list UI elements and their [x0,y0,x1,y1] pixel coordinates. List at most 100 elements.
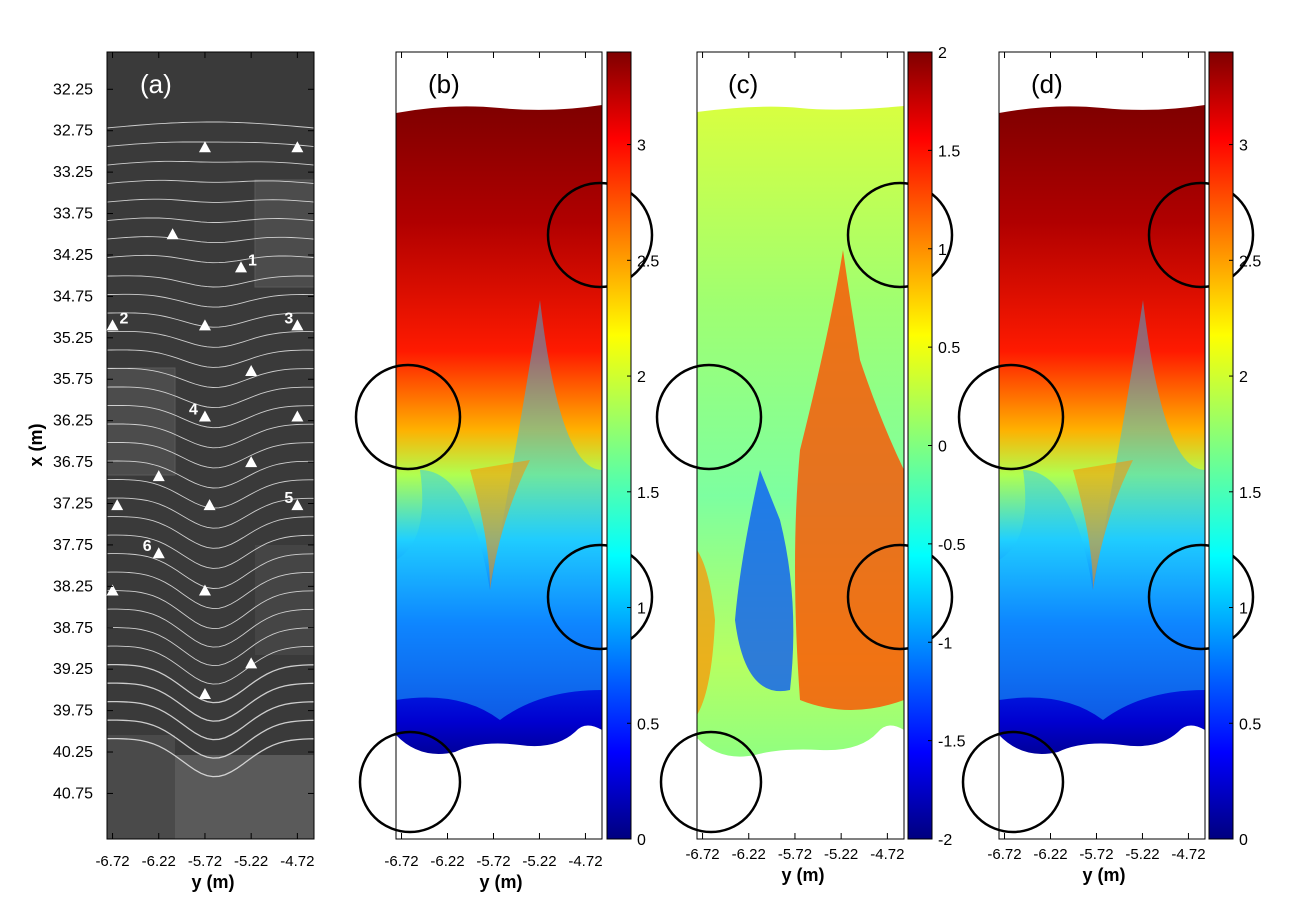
reef-circle [659,730,763,834]
gauge-triangle [203,499,216,511]
x-tick-label: -5.22 [234,853,268,870]
edge-region [697,550,715,715]
x-tick-label: -6.72 [95,853,129,870]
y-tick-label: 38.25 [53,578,93,595]
x-tick-label: -5.22 [824,846,858,863]
wave-crest-line [107,179,314,184]
colorbar-tick-label: 1 [1239,601,1248,618]
colorbar-tick-label: 2.5 [637,253,659,270]
gauge-triangle [245,364,258,376]
gauge-triangle [198,319,211,331]
wave-crest-line [107,121,314,129]
wave-crest-line [107,719,314,759]
y-tick-label: 40.75 [53,785,93,802]
wave-crest-line [107,217,314,223]
colorbar-tick-label: 0.5 [637,716,659,733]
reef-circle [358,730,462,834]
colorbar-ticks: -2 -1.5 -1 -0.5 0 0.5 1 1.5 2 [928,45,966,849]
wave-crest-line [107,254,314,264]
wave-crest-line [107,442,314,469]
gauge-markers: 1 2 3 4 5 6 [106,141,304,700]
colorbar-tick-label: 3 [1239,138,1248,155]
wave-crest-line [107,386,314,409]
wave-crest-line [107,737,314,778]
wave-crest-line [107,236,314,244]
panel-a: 1 2 3 4 5 6 32.25 32.75 33.25 33.75 34.25 34.75 35.… [26,51,315,892]
colorbar-tick-label: 1 [938,242,947,259]
gauge-label: 4 [189,402,198,419]
wave-crest-line [107,460,314,489]
x-axis-ticks: -6.72 -6.22 -5.72 -5.22 -4.72 [95,52,314,870]
y-tick-label: 37.25 [53,495,93,512]
panel-d: -6.72 -6.22 -5.72 -5.22 -4.72 y (m) (d) 0 0.5… [957,51,1261,885]
reef-circle [546,543,654,651]
y-tick-label: 32.75 [53,123,93,140]
gauge-triangle [198,584,211,596]
y-tick-label: 33.75 [53,206,93,223]
x-tick-label: -4.72 [280,853,314,870]
wave-crest-line [107,312,314,328]
x-tick-label: -5.22 [522,853,556,870]
colorbar-tick-label: 1 [637,601,646,618]
wave-crest-line [107,293,314,308]
wave-crest-line [107,553,314,589]
gauge-triangle [111,499,124,511]
gauge-triangle [152,470,165,482]
gauge-triangle [198,688,211,700]
colorbar-tick-label: -0.5 [938,537,966,554]
x-axis-label: y (m) [191,872,234,892]
panel-label: (d) [1031,69,1063,99]
gauge-triangle [152,547,165,559]
y-tick-label: 34.75 [53,288,93,305]
gauge-label: 5 [284,490,293,507]
negative-region [735,470,794,692]
colorbar-ticks: 0 0.5 1 1.5 2 2.5 3 [627,138,659,849]
colorbar-tick-label: 1.5 [938,143,960,160]
x-tick-label: -6.22 [430,853,464,870]
wave-crest-line [107,275,314,288]
wave-crest-line [107,663,314,704]
panel-label: (c) [728,69,758,99]
shore-region [175,755,314,839]
colorbar-tick-label: 2 [938,45,947,62]
gauge-triangle [291,499,304,511]
x-axis-label: y (m) [479,872,522,892]
x-tick-label: -6.22 [1033,846,1067,863]
reef-patch-bottom [107,735,175,839]
colorbar-tick-label: 0 [938,439,947,456]
y-tick-label: 32.25 [53,81,93,98]
wave-crest-contours [107,121,314,778]
gauge-triangle [245,657,258,669]
gauge-triangle [234,261,247,273]
x-tick-label: -5.72 [778,846,812,863]
gauge-triangle [291,319,304,331]
wave-height-field [999,105,1205,754]
reef-circle [957,363,1065,471]
colorbar-tick-label: 2 [1239,369,1248,386]
wave-crest-line [107,405,314,429]
gauge-triangle [198,410,211,422]
panel-d-frame [998,51,1206,840]
colorbar-tick-label: -1.5 [938,734,966,751]
colorbar-tick-label: 0 [1239,832,1248,849]
positive-region [795,250,904,710]
y-tick-label: 35.75 [53,371,93,388]
panel-c: -6.72 -6.22 -5.72 -5.22 -4.72 y (m) (c) -2 -1… [655,45,966,885]
wave-crest-line [107,367,314,388]
x-tick-label: -6.72 [987,846,1021,863]
panel-a-frame [106,51,315,840]
x-axis-label: y (m) [1082,865,1125,885]
x-tick-label: -6.22 [142,853,176,870]
panel-label: (a) [140,69,172,99]
gauge-triangle [245,456,258,468]
x-tick-label: -4.72 [568,853,602,870]
x-axis-label: y (m) [781,865,824,885]
y-tick-label: 34.25 [53,247,93,264]
reef-circle [1147,543,1255,651]
colorbar-tick-label: 3 [637,138,646,155]
wave-crest-line [107,198,314,203]
colorbar-tick-label: 2 [637,369,646,386]
wave-crest-line [107,516,314,549]
gauge-label: 2 [120,310,129,327]
